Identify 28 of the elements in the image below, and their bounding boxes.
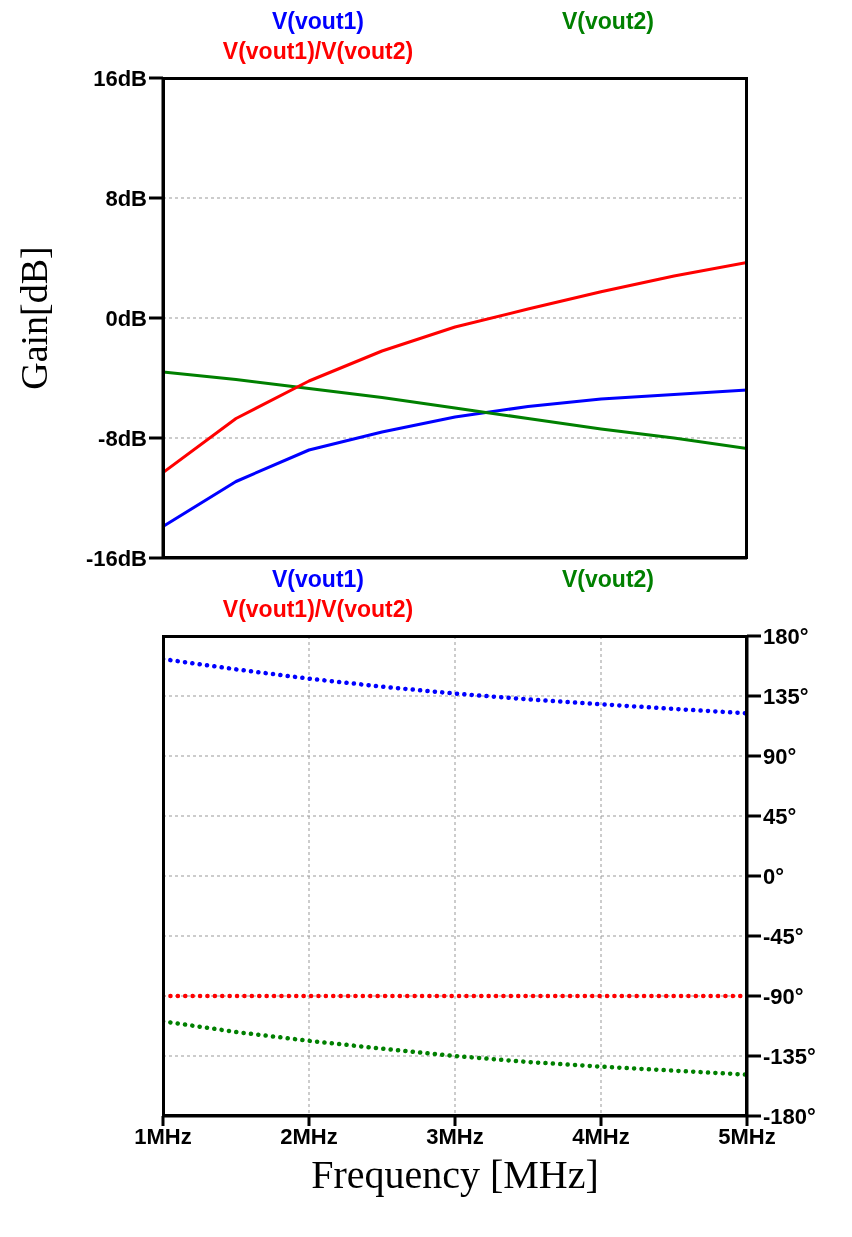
y-tick-label: 0dB	[105, 305, 147, 331]
x-tick-label: 2MHz	[280, 1123, 338, 1149]
y2-tick-label: -135°	[763, 1043, 816, 1069]
y2-tick-label: 135°	[763, 683, 809, 709]
x-tick-label: 1MHz	[134, 1123, 192, 1149]
x-tick-label: 4MHz	[572, 1123, 630, 1149]
y2-tick-label: 0°	[763, 863, 785, 889]
y-tick-label: -8dB	[98, 425, 147, 451]
y2-tick-label: 180°	[763, 623, 809, 649]
y-tick-label: 16dB	[93, 65, 147, 91]
y-axis-title: Gain[dB]	[13, 246, 56, 390]
y-tick-label: -16dB	[85, 545, 147, 571]
y2-tick-label: -90°	[763, 983, 804, 1009]
y2-tick-label: 90°	[763, 743, 797, 769]
line-series	[163, 370, 747, 450]
y-tick-label: 8dB	[105, 185, 147, 211]
y2-tick-label: 45°	[763, 803, 797, 829]
line-series	[163, 261, 747, 474]
text: V(vout1)/V(vout2)	[221, 596, 415, 623]
text: V(vout2)	[561, 8, 655, 35]
text: V(vout1)/V(vout2)	[221, 38, 415, 65]
text: V(vout1)	[271, 566, 365, 593]
text: V(vout2)	[561, 566, 655, 593]
text: V(vout1)	[271, 8, 365, 35]
y2-tick-label: -45°	[763, 923, 804, 949]
x-tick-label: 3MHz	[426, 1123, 484, 1149]
x-axis-title: Frequency [MHz]	[311, 1152, 599, 1197]
line-series	[163, 388, 747, 528]
